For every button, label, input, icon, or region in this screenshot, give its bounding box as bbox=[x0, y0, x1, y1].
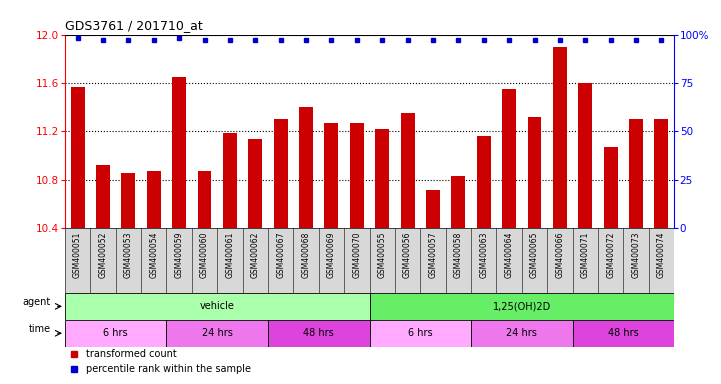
Text: GDS3761 / 201710_at: GDS3761 / 201710_at bbox=[65, 19, 203, 32]
Text: 48 hrs: 48 hrs bbox=[304, 328, 334, 338]
Bar bbox=[324, 123, 338, 384]
Bar bbox=[471, 320, 572, 347]
Text: GSM400053: GSM400053 bbox=[124, 232, 133, 278]
Bar bbox=[65, 293, 369, 320]
Bar bbox=[65, 320, 167, 347]
Text: 24 hrs: 24 hrs bbox=[506, 328, 537, 338]
Text: 6 hrs: 6 hrs bbox=[103, 328, 128, 338]
Bar bbox=[451, 176, 465, 384]
Bar bbox=[121, 173, 136, 384]
Bar bbox=[401, 113, 415, 384]
Text: 48 hrs: 48 hrs bbox=[608, 328, 639, 338]
Bar bbox=[502, 89, 516, 384]
Bar bbox=[655, 119, 668, 384]
Text: GSM400052: GSM400052 bbox=[99, 232, 107, 278]
Bar bbox=[172, 77, 186, 384]
Text: GSM400060: GSM400060 bbox=[200, 232, 209, 278]
Text: GSM400064: GSM400064 bbox=[505, 232, 513, 278]
Bar bbox=[248, 139, 262, 384]
Text: GSM400062: GSM400062 bbox=[251, 232, 260, 278]
Text: GSM400071: GSM400071 bbox=[581, 232, 590, 278]
Text: GSM400074: GSM400074 bbox=[657, 232, 666, 278]
Text: GSM400072: GSM400072 bbox=[606, 232, 615, 278]
Text: GSM400051: GSM400051 bbox=[73, 232, 82, 278]
Bar bbox=[572, 320, 674, 347]
Text: GSM400063: GSM400063 bbox=[479, 232, 488, 278]
Text: GSM400058: GSM400058 bbox=[454, 232, 463, 278]
Bar bbox=[350, 123, 364, 384]
Bar bbox=[603, 147, 618, 384]
Text: GSM400059: GSM400059 bbox=[174, 232, 184, 278]
Bar bbox=[299, 107, 313, 384]
Text: 24 hrs: 24 hrs bbox=[202, 328, 233, 338]
Text: transformed count: transformed count bbox=[87, 349, 177, 359]
Text: GSM400057: GSM400057 bbox=[428, 232, 438, 278]
Bar bbox=[477, 136, 491, 384]
Text: GSM400068: GSM400068 bbox=[301, 232, 311, 278]
Bar bbox=[375, 129, 389, 384]
Text: GSM400066: GSM400066 bbox=[555, 232, 565, 278]
Text: GSM400073: GSM400073 bbox=[632, 232, 640, 278]
Text: GSM400056: GSM400056 bbox=[403, 232, 412, 278]
Bar bbox=[426, 190, 440, 384]
Bar bbox=[369, 320, 471, 347]
Bar bbox=[369, 293, 674, 320]
Bar bbox=[96, 166, 110, 384]
Bar bbox=[268, 320, 369, 347]
Bar bbox=[528, 117, 541, 384]
Text: 6 hrs: 6 hrs bbox=[408, 328, 433, 338]
Text: percentile rank within the sample: percentile rank within the sample bbox=[87, 364, 251, 374]
Bar bbox=[629, 119, 643, 384]
Text: time: time bbox=[29, 324, 51, 334]
Text: vehicle: vehicle bbox=[200, 301, 234, 311]
Text: GSM400061: GSM400061 bbox=[226, 232, 234, 278]
Bar bbox=[71, 87, 84, 384]
Bar bbox=[198, 171, 211, 384]
Bar bbox=[223, 132, 237, 384]
Text: GSM400069: GSM400069 bbox=[327, 232, 336, 278]
Bar bbox=[167, 320, 268, 347]
Text: GSM400055: GSM400055 bbox=[378, 232, 386, 278]
Text: agent: agent bbox=[22, 297, 51, 307]
Bar bbox=[274, 119, 288, 384]
Text: GSM400070: GSM400070 bbox=[353, 232, 361, 278]
Text: GSM400067: GSM400067 bbox=[276, 232, 286, 278]
Bar bbox=[147, 171, 161, 384]
Text: 1,25(OH)2D: 1,25(OH)2D bbox=[492, 301, 551, 311]
Bar bbox=[578, 83, 592, 384]
Text: GSM400054: GSM400054 bbox=[149, 232, 158, 278]
Text: GSM400065: GSM400065 bbox=[530, 232, 539, 278]
Bar bbox=[553, 47, 567, 384]
